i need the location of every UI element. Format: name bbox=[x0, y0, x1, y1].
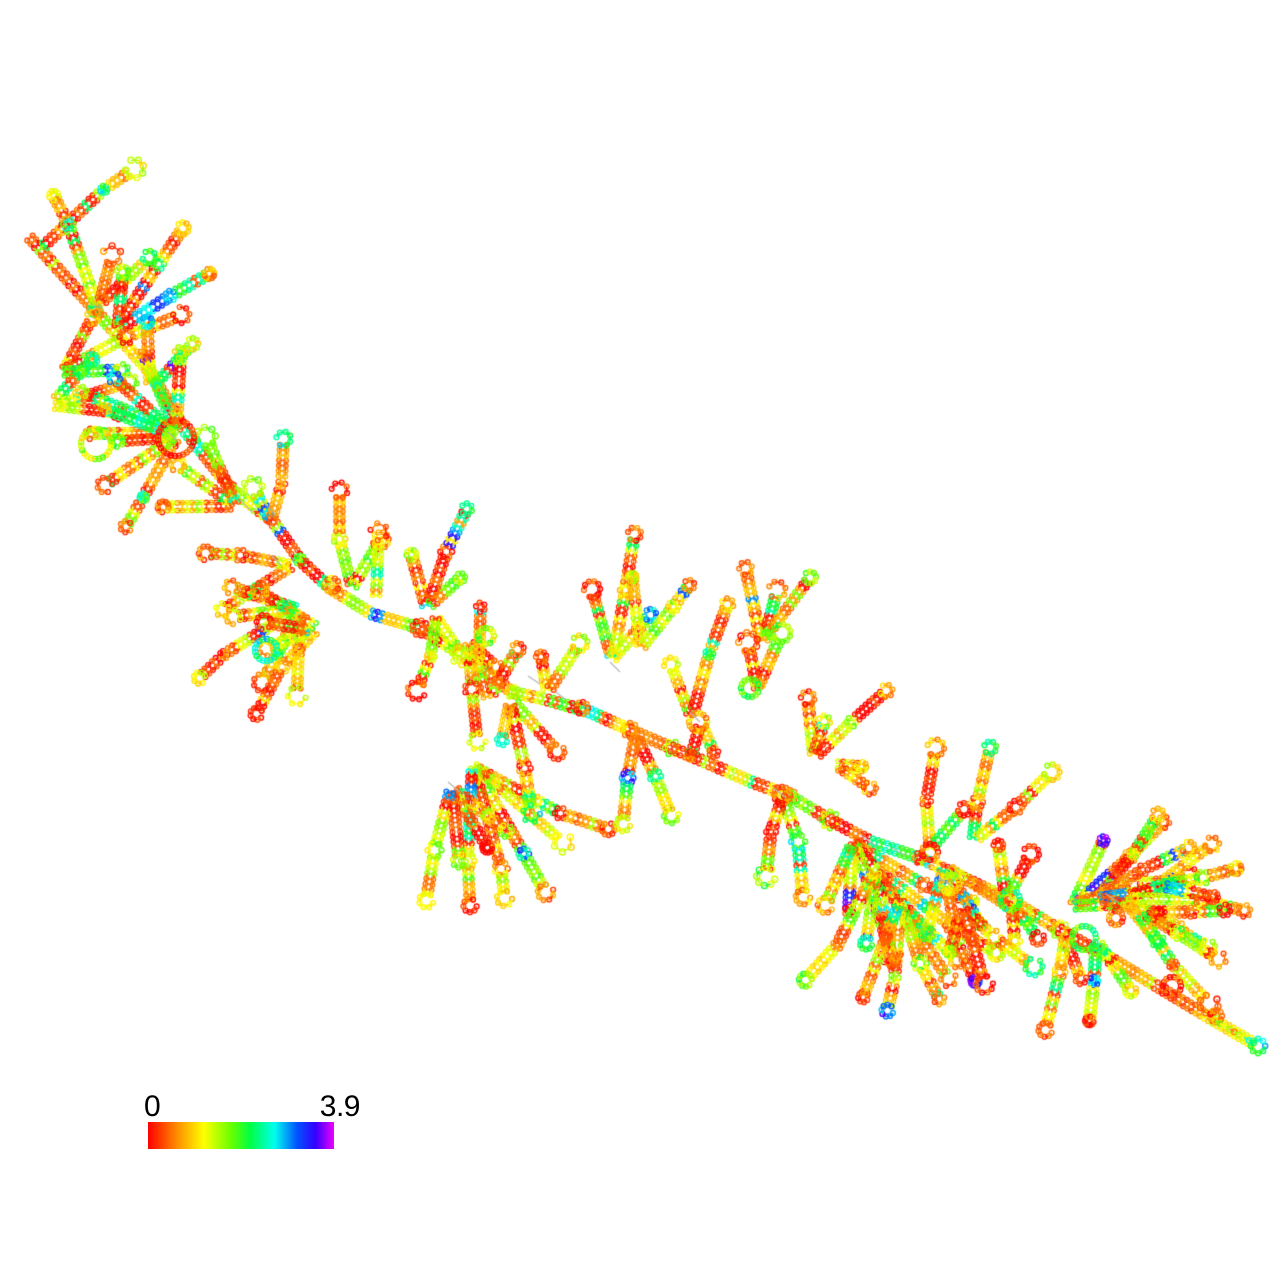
colorbar-tick-labels: 0 3.9 bbox=[144, 1088, 361, 1122]
colorbar-max-label: 3.9 bbox=[319, 1090, 361, 1123]
colorbar-min-label: 0 bbox=[144, 1090, 161, 1123]
colorbar-gradient bbox=[148, 1122, 334, 1149]
colorbar-legend: 0 3.9 bbox=[144, 1088, 361, 1149]
